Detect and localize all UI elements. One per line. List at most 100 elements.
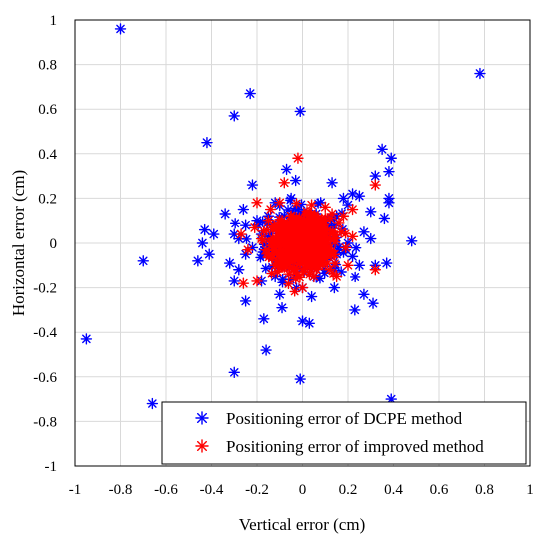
data-point: [311, 225, 323, 237]
y-tick-label: 0.6: [38, 102, 57, 118]
data-point: [260, 344, 272, 356]
y-tick-label: -1: [45, 459, 58, 475]
x-tick-label: -1: [69, 482, 82, 498]
data-point: [350, 242, 362, 253]
data-point: [274, 288, 286, 300]
data-point: [314, 273, 326, 284]
data-point: [228, 366, 240, 379]
data-point: [303, 317, 316, 329]
data-point: [237, 277, 250, 289]
data-point: [296, 315, 309, 327]
data-point: [365, 232, 377, 245]
data-point: [340, 241, 352, 254]
legend-marker: [195, 411, 209, 425]
data-point: [285, 210, 296, 222]
data-point: [251, 197, 263, 209]
data-point: [305, 290, 318, 303]
data-point: [342, 237, 354, 249]
legend-label: Positioning error of improved method: [226, 437, 484, 456]
data-point: [292, 152, 304, 164]
data-point: [369, 179, 381, 191]
data-point: [346, 203, 359, 216]
data-point: [237, 203, 250, 216]
data-point: [196, 237, 209, 249]
data-point: [304, 269, 315, 280]
data-point: [264, 203, 277, 216]
data-point: [376, 143, 388, 156]
data-point: [276, 260, 287, 272]
data-point: [340, 228, 351, 239]
data-point: [280, 163, 293, 176]
data-point: [320, 238, 332, 249]
data-point: [229, 218, 241, 229]
data-point: [137, 255, 149, 267]
data-point: [383, 197, 395, 209]
data-point: [329, 258, 341, 269]
data-point: [266, 253, 278, 264]
data-point: [320, 212, 331, 224]
data-point: [258, 313, 270, 325]
data-point: [349, 271, 361, 283]
data-point: [261, 224, 272, 236]
data-point: [367, 297, 379, 309]
data-point: [289, 228, 300, 239]
y-tick-label: -0.2: [33, 281, 57, 297]
data-point: [283, 240, 294, 251]
y-tick-label: -0.4: [33, 325, 57, 341]
data-point: [271, 223, 282, 234]
data-point: [342, 259, 354, 271]
data-point: [294, 256, 305, 267]
legend-box: [161, 401, 527, 465]
data-point: [326, 177, 338, 189]
y-tick-label: 0.8: [38, 58, 57, 74]
data-point: [327, 268, 339, 280]
x-tick-label: 0.8: [475, 482, 494, 498]
data-point: [349, 304, 361, 316]
data-point: [369, 170, 381, 182]
x-tick-labels: -1 -0.8 -0.6 -0.4 -0.2 0 0.2 0.4 0.6 0.8 1: [69, 482, 534, 498]
plot-frame: [74, 19, 531, 467]
data-point: [266, 268, 277, 279]
data-point: [329, 233, 340, 244]
data-point: [305, 199, 318, 211]
data-point: [317, 246, 328, 257]
data-point: [333, 217, 345, 229]
legend-label: Positioning error of DCPE method: [226, 409, 463, 428]
x-axis-label: Vertical error (cm): [239, 515, 365, 534]
data-point: [242, 243, 254, 256]
data-point: [290, 235, 301, 247]
data-point: [244, 87, 256, 100]
data-point: [246, 179, 259, 191]
x-tick-label: 0: [299, 482, 307, 498]
data-point: [406, 235, 418, 247]
data-point: [304, 250, 315, 261]
y-tick-labels: 1 0.8 0.6 0.4 0.2 0 -0.2 -0.4 -0.6 -0.8 -1: [33, 13, 57, 475]
data-point: [285, 195, 296, 206]
y-axis-label: Horizontal error (cm): [9, 170, 28, 316]
data-point: [358, 226, 370, 238]
data-point: [383, 165, 395, 178]
x-tick-label: -0.4: [200, 482, 224, 498]
legend-marker: [195, 439, 209, 453]
data-point: [219, 208, 231, 220]
data-point: [346, 250, 359, 263]
data-point: [80, 333, 93, 345]
data-point: [278, 177, 290, 189]
data-point: [289, 174, 302, 187]
data-point: [274, 197, 286, 209]
x-tick-label: 0.2: [339, 482, 358, 498]
data-point: [233, 264, 245, 276]
data-point: [198, 223, 211, 236]
data-point: [262, 214, 275, 227]
y-tick-label: 0: [50, 236, 58, 252]
data-point: [239, 219, 252, 231]
data-point: [201, 136, 213, 149]
data-point: [291, 198, 302, 209]
data-point: [326, 249, 338, 260]
data-point: [365, 206, 377, 218]
data-point: [235, 228, 247, 240]
data-point: [337, 210, 350, 222]
data-point: [310, 217, 322, 229]
data-point: [228, 275, 240, 287]
data-point: [299, 217, 311, 228]
